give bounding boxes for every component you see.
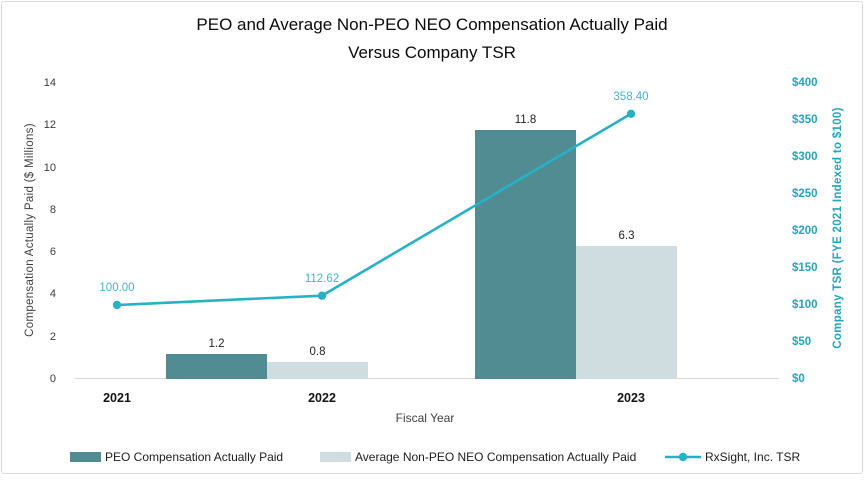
x-axis-title: Fiscal Year	[395, 411, 455, 425]
legend-swatch-non-peo	[320, 452, 351, 462]
legend-line-sample	[665, 452, 701, 462]
x-axis-category-label: 2022	[308, 391, 336, 405]
bar-non-peo	[576, 245, 677, 379]
bar-peo	[475, 129, 576, 379]
bar-non-peo	[267, 362, 368, 379]
bar-data-label: 0.8	[309, 346, 326, 359]
left-axis-tick-label: 10	[43, 161, 56, 174]
right-axis-tick-label: $200	[792, 225, 818, 237]
bar-data-label: 6.3	[618, 229, 635, 242]
tsr-point-marker	[626, 109, 636, 118]
tsr-point-marker	[112, 300, 122, 310]
right-axis-tick-label: $0	[792, 373, 805, 385]
x-axis-category-label: 2021	[103, 391, 131, 405]
left-axis-tick-label: 6	[49, 246, 56, 259]
right-axis-tick-label: $150	[792, 262, 818, 274]
legend-label: PEO Compensation Actually Paid	[105, 450, 284, 464]
left-axis-tick-label: 12	[43, 119, 56, 132]
bar-data-label: 1.2	[208, 337, 225, 350]
right-axis-tick-label: $350	[792, 114, 818, 126]
left-axis-tick-label: 0	[49, 373, 56, 385]
left-axis-title: Compensation Actually Paid ($ Millions)	[24, 123, 36, 337]
tsr-data-label: 100.00	[99, 282, 135, 294]
legend-swatch-peo	[70, 452, 101, 462]
tsr-data-label: 112.62	[304, 272, 340, 285]
tsr-point-marker	[317, 291, 327, 300]
x-axis-category-label: 2023	[617, 391, 645, 405]
bar-peo	[166, 353, 267, 379]
legend-label: RxSight, Inc. TSR	[705, 450, 801, 464]
legend-line-marker-icon	[664, 450, 702, 469]
chart-title: PEO and Average Non-PEO NEO Compensation…	[0, 11, 864, 67]
right-axis-tick-label: $400	[792, 77, 818, 89]
chart-title-line2: Versus Company TSR	[348, 43, 516, 62]
left-axis-tick-label: 8	[49, 203, 56, 216]
right-axis-tick-label: $250	[792, 188, 818, 200]
legend-line-dot	[678, 452, 688, 462]
right-axis-tick-label: $50	[792, 336, 812, 348]
chart-title-line1: PEO and Average Non-PEO NEO Compensation…	[196, 15, 668, 34]
right-axis-tick-label: $100	[792, 299, 818, 311]
x-axis-line	[75, 378, 779, 379]
left-axis-tick-label: 2	[49, 330, 56, 343]
right-axis-tick-label: $300	[792, 151, 818, 163]
bar-data-label: 11.8	[514, 113, 537, 126]
legend-label: Average Non-PEO NEO Compensation Actuall…	[355, 450, 637, 464]
left-axis-tick-label: 14	[43, 77, 56, 89]
tsr-data-label: 358.40	[613, 90, 649, 103]
left-axis-tick-label: 4	[49, 288, 56, 301]
